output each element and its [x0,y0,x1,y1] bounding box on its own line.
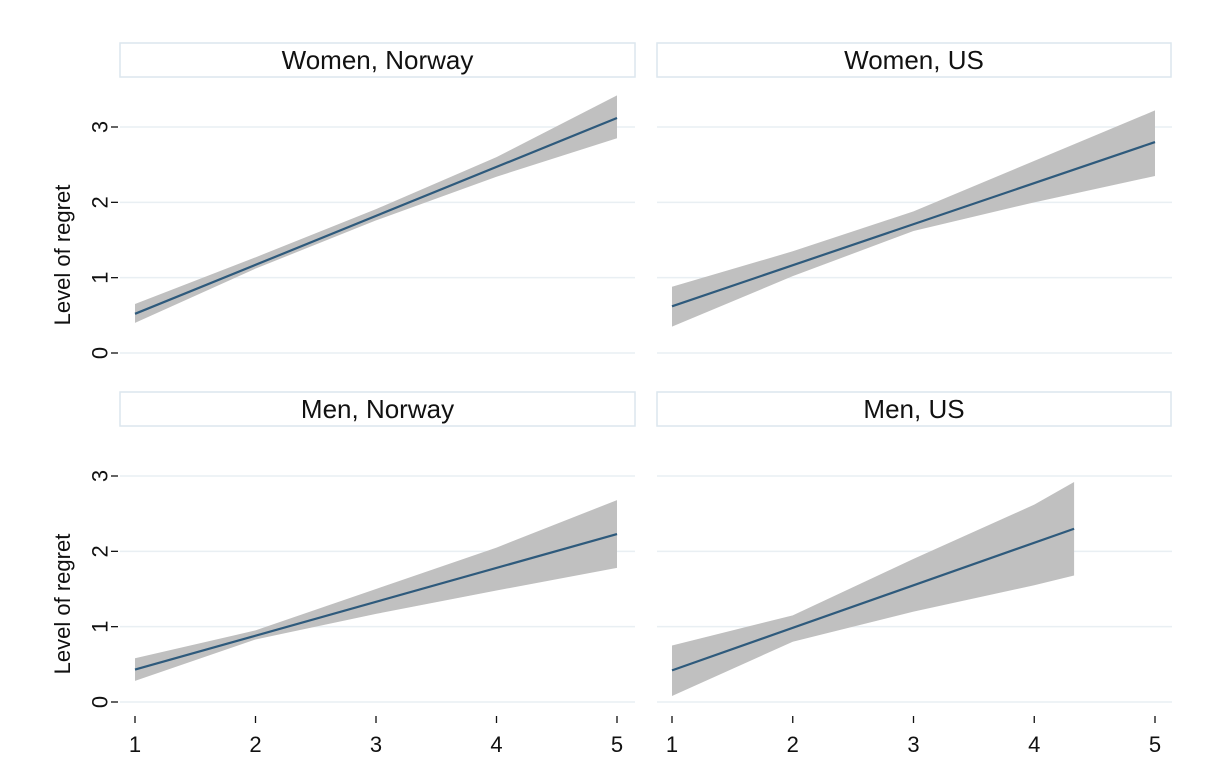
panel-3: Men, Norway 0 1 2 3 Level of regret 1 2 3 4 5 [50,391,636,757]
y-tick-label: 0 [88,347,113,359]
x-tick-label: 3 [370,732,382,757]
y-axis-title: Level of regret [50,534,75,675]
y-tick-label: 0 [88,696,113,708]
x-tick-label: 3 [907,732,919,757]
confidence-band [135,500,617,681]
confidence-band [135,95,617,323]
panel-title: Women, US [844,45,984,75]
panel-title-box [656,42,1172,78]
y-tick-label: 3 [88,121,113,133]
x-tick-label: 2 [249,732,261,757]
x-tick-label: 1 [129,732,141,757]
panel-title-box [656,391,1172,427]
y-axis-title: Level of regret [50,185,75,326]
panel-title: Men, US [863,394,964,424]
panel-title-box [119,391,636,427]
y-tick-label: 1 [88,272,113,284]
fitted-line [671,141,1156,308]
x-tick-label: 4 [1028,732,1040,757]
panel-2: Women, US [656,42,1172,354]
y-tick-label: 3 [88,470,113,482]
fitted-line [134,532,618,671]
y-tick-label: 2 [88,196,113,208]
panel-1: Women, Norway 0 1 2 3 Level of regret [50,42,636,359]
panel-4: Men, US 1 2 3 4 5 [656,391,1172,757]
panel-title-box [119,42,636,78]
fitted-line [134,116,618,315]
x-tick-label: 5 [611,732,623,757]
x-tick-label: 5 [1149,732,1161,757]
y-tick-label: 1 [88,621,113,633]
x-tick-label: 4 [490,732,502,757]
x-tick-label: 2 [787,732,799,757]
fitted-line [671,527,1075,672]
panel-title: Men, Norway [301,394,454,424]
confidence-band [672,482,1075,696]
panel-title: Women, Norway [282,45,474,75]
y-tick-label: 2 [88,545,113,557]
confidence-band [672,110,1155,327]
x-tick-label: 1 [666,732,678,757]
